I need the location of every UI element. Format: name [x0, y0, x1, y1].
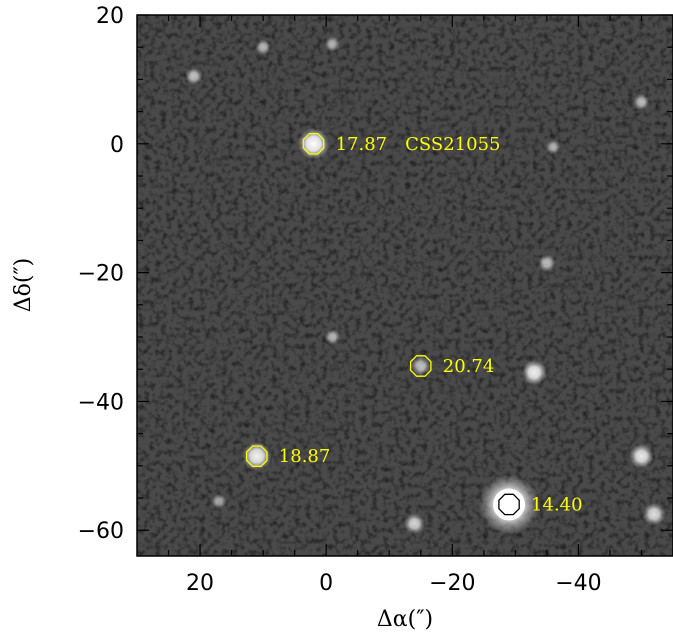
source-marker: [498, 493, 520, 516]
source-core: [493, 488, 526, 521]
y-tick-label: 0: [110, 133, 124, 158]
y-tick-label: −20: [78, 262, 124, 287]
field-star: [545, 139, 561, 155]
source-label: 14.40: [531, 494, 583, 515]
source-star: [411, 356, 431, 376]
source-marker: [245, 445, 268, 467]
sources: 17.87 CSS21055 20.74 18.87 14.40: [242, 127, 583, 535]
source-marker: [409, 355, 432, 377]
source-label: 18.87: [279, 446, 331, 467]
axis-ticks: [137, 14, 673, 556]
sky-noise: [137, 15, 673, 556]
field-star: [324, 36, 341, 52]
image-panel: 17.87 CSS21055 20.74 18.87 14.40: [137, 15, 673, 556]
field-stars: [185, 36, 666, 535]
field-star: [642, 502, 666, 526]
field-star: [185, 67, 203, 85]
x-tick-labels: 20 0 −20 −40: [186, 571, 602, 596]
source-star: [297, 127, 330, 160]
source: 17.87 CSS21055: [297, 127, 501, 160]
field-star: [633, 93, 650, 111]
plot-frame: [136, 14, 673, 557]
field-star: [324, 329, 341, 345]
y-tick-labels: 20 0 −20 −40 −60: [78, 4, 124, 544]
x-tick-label: −20: [429, 571, 475, 596]
x-tick-label: 0: [319, 571, 333, 596]
y-tick-label: −60: [78, 519, 124, 544]
field-star: [255, 39, 271, 55]
field-star: [629, 443, 654, 469]
y-tick-label: −40: [78, 390, 124, 415]
y-axis-label: Δδ(″): [11, 258, 36, 313]
x-tick-label: −40: [555, 571, 601, 596]
x-tick-label: 20: [186, 571, 214, 596]
source-label: 17.87 CSS21055: [336, 134, 501, 155]
y-tick-label: 20: [96, 4, 124, 29]
x-axis-label: Δα(″): [377, 607, 433, 632]
source: 20.74: [409, 355, 495, 377]
field-star: [211, 494, 227, 509]
source-marker: [302, 132, 325, 155]
source: 14.40: [479, 474, 583, 535]
source: 18.87: [242, 441, 331, 471]
source-label: 20.74: [443, 356, 495, 377]
field-star: [404, 513, 425, 535]
field-star: [521, 359, 547, 386]
field-star: [538, 254, 556, 272]
